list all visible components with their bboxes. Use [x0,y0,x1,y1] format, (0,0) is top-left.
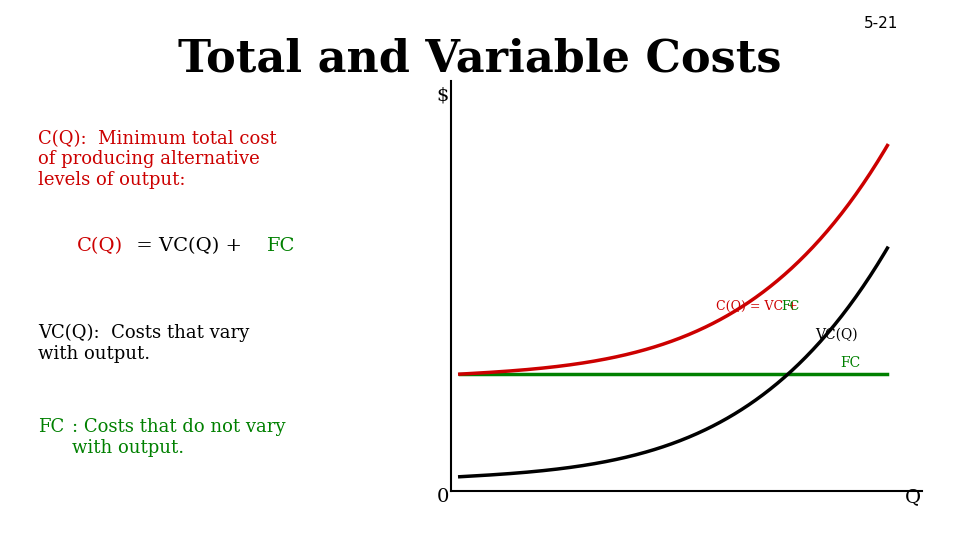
Text: C(Q): C(Q) [77,237,123,255]
Text: = VC(Q) +: = VC(Q) + [130,237,248,255]
Text: $: $ [437,86,449,105]
Text: Q: Q [905,488,921,507]
Text: Total and Variable Costs: Total and Variable Costs [179,38,781,81]
Text: C(Q) = VC +: C(Q) = VC + [716,300,803,313]
Text: C(Q):  Minimum total cost
of producing alternative
levels of output:: C(Q): Minimum total cost of producing al… [38,130,277,189]
Text: FC: FC [840,356,860,370]
Text: VC(Q):  Costs that vary
with output.: VC(Q): Costs that vary with output. [38,324,250,363]
Text: FC: FC [267,237,296,255]
Text: 5-21: 5-21 [864,16,899,31]
Text: FC: FC [38,418,64,436]
Text: FC: FC [781,300,800,313]
Text: 0: 0 [437,488,449,507]
Text: VC(Q): VC(Q) [815,328,857,342]
Text: : Costs that do not vary
with output.: : Costs that do not vary with output. [72,418,285,457]
